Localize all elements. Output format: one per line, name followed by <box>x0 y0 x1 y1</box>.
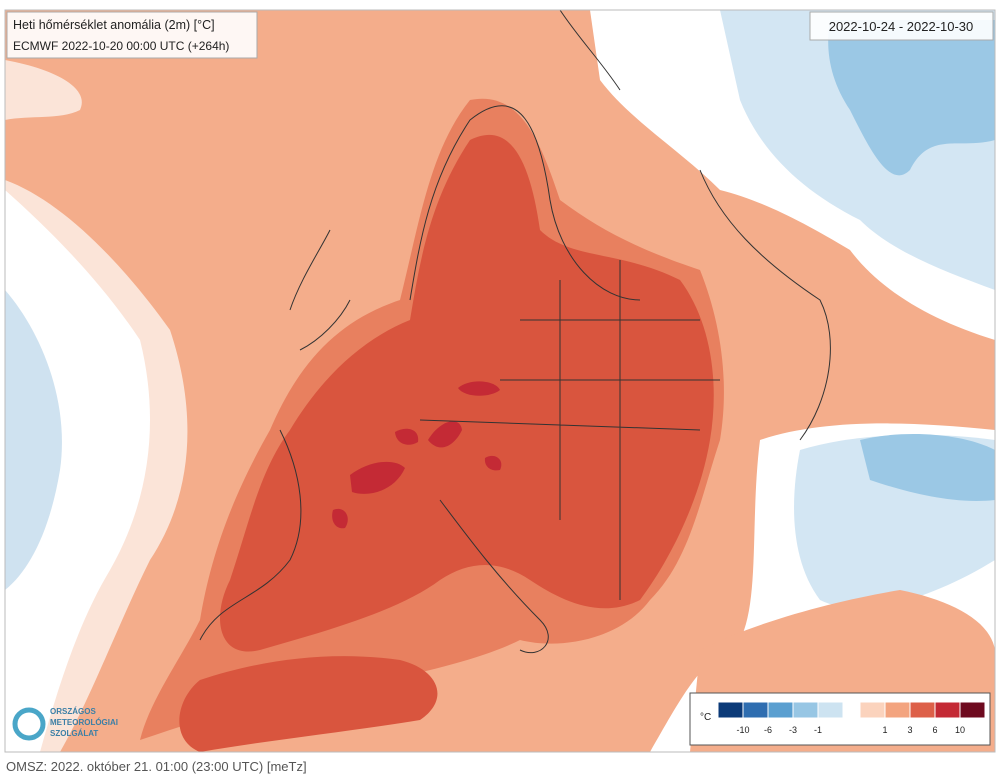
legend-swatch <box>909 701 936 719</box>
legend-unit: °C <box>700 712 711 723</box>
title: Heti hőmérséklet anomália (2m) [°C] <box>13 18 215 32</box>
field-crimson <box>428 421 462 448</box>
period: 2022-10-24 - 2022-10-30 <box>829 19 974 34</box>
legend-swatch <box>884 701 911 719</box>
legend-swatch <box>934 701 961 719</box>
title-box <box>6 11 258 59</box>
logo-text: SZOLGÁLAT <box>50 729 98 738</box>
legend-swatch <box>717 701 744 719</box>
logo: ORSZÁGOS METEOROLÓGIAI SZOLGÁLAT <box>12 707 118 741</box>
map-fields <box>5 10 995 752</box>
legend-swatch <box>792 701 819 719</box>
logo-text: METEOROLÓGIAI <box>50 718 118 727</box>
footer: OMSZ: 2022. október 21. 01:00 (23:00 UTC… <box>6 759 307 774</box>
field-crimson <box>350 461 405 494</box>
field-crimson <box>332 508 348 529</box>
logo-icon <box>12 707 46 741</box>
legend-swatch <box>817 701 844 719</box>
borders <box>199 10 831 654</box>
field-crimson <box>458 381 500 396</box>
map: Heti hőmérséklet anomália (2m) [°C] ECMW… <box>4 9 996 753</box>
field-white <box>5 190 150 752</box>
field-pale <box>5 60 82 120</box>
legend-label: -6 <box>764 725 772 735</box>
legend-box <box>689 692 991 746</box>
legend-swatch <box>742 701 769 719</box>
legend: °C -10 -6 -3 -1 1 3 6 10 <box>689 692 991 746</box>
field-blue-west <box>5 290 62 590</box>
field-crimson <box>395 428 419 445</box>
legend-label: 1 <box>882 725 887 735</box>
field-blue-mid <box>860 434 995 501</box>
legend-label: 6 <box>932 725 937 735</box>
map-frame <box>4 9 996 753</box>
legend-label: -3 <box>789 725 797 735</box>
legend-swatch <box>959 701 986 719</box>
legend-label: 10 <box>955 725 965 735</box>
legend-swatch <box>859 701 886 719</box>
period-box <box>809 11 994 41</box>
field-red <box>179 656 438 752</box>
legend-swatch <box>767 701 794 719</box>
legend-label: -1 <box>814 725 822 735</box>
legend-label: -10 <box>736 725 749 735</box>
field-crimson <box>484 455 502 471</box>
field-blue-mid <box>828 20 995 176</box>
logo-text: ORSZÁGOS <box>50 707 96 716</box>
legend-label: 3 <box>907 725 912 735</box>
subtitle: ECMWF 2022-10-20 00:00 UTC (+264h) <box>13 39 229 53</box>
